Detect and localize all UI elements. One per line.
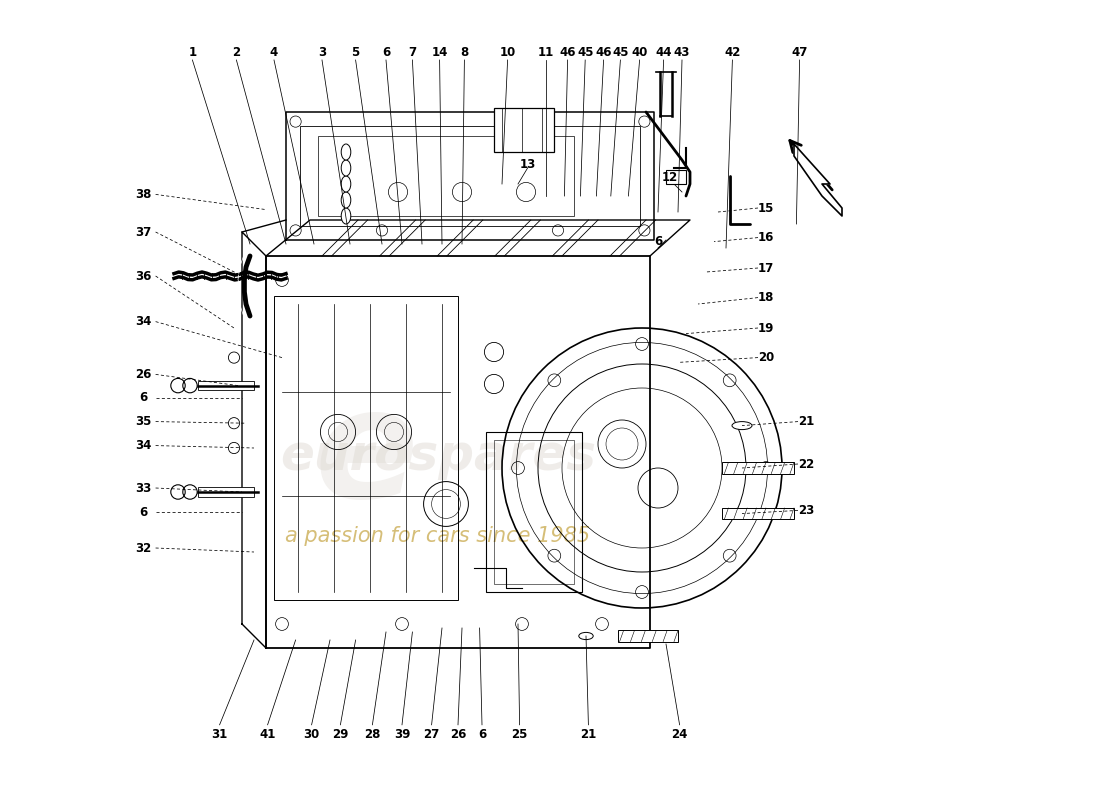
Text: 6: 6	[653, 235, 662, 248]
Text: 16: 16	[758, 231, 774, 244]
Text: 39: 39	[394, 728, 410, 741]
Text: 45: 45	[576, 46, 594, 58]
Text: 26: 26	[450, 728, 466, 741]
Ellipse shape	[732, 422, 752, 430]
Bar	[494, 108, 554, 152]
Text: 6: 6	[140, 391, 147, 404]
Text: 6: 6	[382, 46, 390, 58]
Ellipse shape	[579, 632, 593, 640]
Text: 47: 47	[791, 46, 807, 58]
Text: 25: 25	[512, 728, 528, 741]
Bar	[618, 630, 678, 642]
Text: 34: 34	[135, 315, 152, 328]
Text: 26: 26	[135, 368, 152, 381]
Text: 38: 38	[135, 188, 152, 201]
Text: 11: 11	[538, 46, 554, 58]
Text: 18: 18	[758, 291, 774, 304]
Text: 27: 27	[424, 728, 440, 741]
Bar	[300, 126, 639, 226]
Text: 41: 41	[260, 728, 276, 741]
Text: 46: 46	[559, 46, 576, 58]
Bar	[318, 136, 574, 216]
Text: 29: 29	[332, 728, 349, 741]
Bar	[666, 170, 686, 184]
Text: 19: 19	[758, 322, 774, 334]
Text: 32: 32	[135, 542, 152, 554]
Text: 13: 13	[519, 158, 536, 170]
Text: 30: 30	[304, 728, 320, 741]
Bar	[722, 462, 794, 474]
Bar	[198, 487, 254, 497]
Text: 15: 15	[758, 202, 774, 214]
Text: 44: 44	[656, 46, 672, 58]
Text: 46: 46	[595, 46, 612, 58]
Text: 17: 17	[758, 262, 774, 274]
Text: e: e	[315, 382, 418, 530]
Text: 12: 12	[662, 171, 678, 184]
Text: 21: 21	[798, 415, 814, 428]
Text: 35: 35	[135, 415, 152, 428]
Text: 7: 7	[408, 46, 417, 58]
Text: 14: 14	[431, 46, 448, 58]
Bar	[722, 508, 794, 519]
Ellipse shape	[341, 192, 351, 208]
Text: 5: 5	[352, 46, 360, 58]
Text: 6: 6	[477, 728, 486, 741]
Text: 45: 45	[612, 46, 629, 58]
Text: eurospares: eurospares	[280, 432, 596, 480]
Text: 40: 40	[631, 46, 648, 58]
Text: 10: 10	[499, 46, 516, 58]
Text: 22: 22	[798, 458, 814, 470]
Text: 20: 20	[758, 351, 774, 364]
Text: 42: 42	[724, 46, 740, 58]
Ellipse shape	[341, 208, 351, 224]
Text: 3: 3	[318, 46, 326, 58]
Text: 31: 31	[211, 728, 228, 741]
Text: 1: 1	[188, 46, 197, 58]
Text: 24: 24	[671, 728, 688, 741]
Text: 34: 34	[135, 439, 152, 452]
Polygon shape	[794, 144, 842, 216]
Bar	[198, 381, 254, 390]
Ellipse shape	[341, 160, 351, 176]
Ellipse shape	[341, 144, 351, 160]
Text: 6: 6	[140, 506, 147, 518]
Text: 28: 28	[364, 728, 381, 741]
Bar	[486, 432, 582, 592]
Text: 23: 23	[798, 504, 814, 517]
Bar	[494, 440, 574, 584]
Text: 2: 2	[232, 46, 241, 58]
Bar	[274, 296, 458, 600]
Text: a passion for cars since 1985: a passion for cars since 1985	[285, 526, 591, 546]
Text: 8: 8	[460, 46, 469, 58]
Ellipse shape	[341, 176, 351, 192]
Text: 37: 37	[135, 226, 152, 238]
Text: 36: 36	[135, 270, 152, 282]
Text: 4: 4	[270, 46, 278, 58]
Text: 33: 33	[135, 482, 152, 494]
Text: 21: 21	[581, 728, 596, 741]
Text: 43: 43	[674, 46, 690, 58]
